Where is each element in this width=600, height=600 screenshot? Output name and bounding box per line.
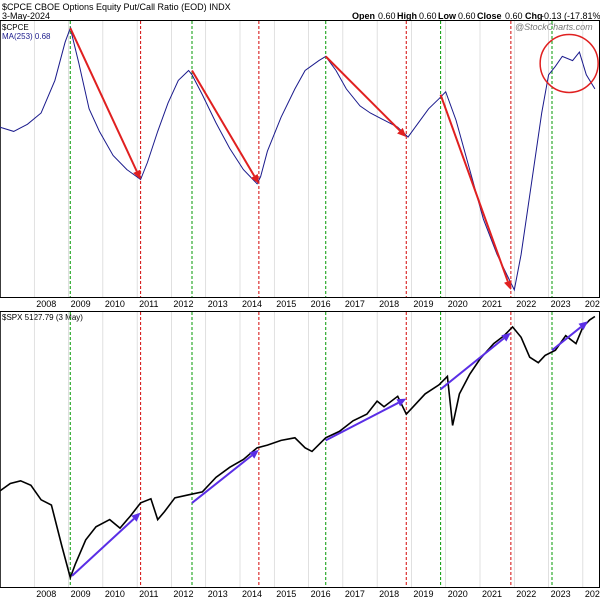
red-trend-arrow: [325, 55, 407, 138]
spx-x-tick-label: 2017: [345, 589, 365, 599]
open-label: Open: [352, 11, 375, 21]
ratio-x-tick-label: 2019: [413, 299, 433, 309]
spx-x-tick-label: 2013: [208, 589, 228, 599]
blue-trend-arrow-head: [396, 398, 407, 407]
open-value: 0.60: [378, 11, 396, 21]
spx-x-tick-label: 2014: [242, 589, 262, 599]
high-label: High: [397, 11, 417, 21]
red-trend-arrow-head: [250, 173, 259, 184]
ratio-x-tick-label: 2016: [311, 299, 331, 309]
ratio-x-tick-label: 2018: [379, 299, 399, 309]
ratio-x-tick-label: 2017: [345, 299, 365, 309]
spx-x-tick-label: 2008: [36, 589, 56, 599]
ratio-x-tick-label: 2022: [516, 299, 536, 309]
ratio-x-tick-label: 2010: [105, 299, 125, 309]
blue-trend-arrow: [325, 398, 407, 442]
blue-trend-arrow-head: [501, 332, 511, 342]
red-trend-arrow-shaft: [325, 55, 401, 132]
blue-trend-arrow-shaft: [439, 337, 505, 391]
ratio-x-tick-label: 2023: [551, 299, 571, 309]
watermark: @StockCharts.com: [515, 22, 593, 32]
spx-x-tick-label: 2016: [311, 589, 331, 599]
blue-trend-arrow-head: [131, 512, 141, 522]
spx-x-tick-label: 2011: [139, 589, 158, 599]
chg-label: Chg: [525, 11, 543, 21]
spx-x-tick-label: 2015: [276, 589, 296, 599]
red-trend-arrow: [439, 94, 512, 290]
blue-trend-arrow-head: [578, 321, 588, 331]
spx-x-tick-label: 2024: [585, 589, 600, 599]
blue-trend-arrow: [551, 321, 588, 352]
red-trend-arrow-shaft: [191, 70, 256, 177]
blue-trend-arrow-head: [249, 449, 259, 459]
low-label: Low: [438, 11, 457, 21]
spx-price-line: [0, 315, 596, 581]
spx-x-tick-label: 2019: [413, 589, 433, 599]
chart-date: 3-May-2024: [2, 11, 50, 21]
low-value: 0.60: [458, 11, 476, 21]
spx-x-tick-label: 2020: [448, 589, 468, 599]
spx-x-tick-label: 2010: [105, 589, 125, 599]
blue-trend-arrow-shaft: [551, 326, 582, 352]
ratio-x-tick-label: 2014: [242, 299, 262, 309]
spx-x-tick-label: 2012: [173, 589, 193, 599]
red-trend-arrow-shaft: [69, 27, 138, 172]
highlight-circle: [539, 33, 599, 94]
blue-trend-arrow: [71, 512, 141, 577]
spx-x-tick-label: 2023: [551, 589, 571, 599]
blue-trend-arrow-shaft: [71, 518, 135, 577]
ratio-x-tick-label: 2015: [276, 299, 296, 309]
ratio-x-tick-label: 2021: [482, 299, 502, 309]
chg-value: -0.13 (-17.81%): [541, 11, 600, 21]
spx-x-tick-label: 2022: [516, 589, 536, 599]
high-value: 0.60: [419, 11, 437, 21]
ratio-x-tick-label: 2024: [585, 299, 600, 309]
ma-legend: MA(253) 0.68: [2, 32, 51, 41]
spx-x-tick-label: 2018: [379, 589, 399, 599]
chart-title: $CPCE CBOE Options Equity Put/Call Ratio…: [2, 2, 231, 12]
red-trend-arrow-head: [397, 127, 407, 138]
ratio-x-tick-label: 2008: [36, 299, 56, 309]
blue-trend-arrow-shaft: [325, 401, 399, 442]
ratio-ma-line: [0, 26, 596, 292]
ratio-x-tick-label: 2012: [173, 299, 193, 309]
red-trend-arrow: [69, 27, 141, 180]
ratio-x-tick-label: 2009: [71, 299, 91, 309]
blue-trend-arrow: [191, 449, 259, 504]
ratio-panel: [0, 20, 600, 298]
blue-trend-arrow: [439, 332, 511, 391]
series-legend: $CPCE: [2, 23, 29, 32]
ratio-x-tick-label: 2011: [139, 299, 158, 309]
spx-panel: [0, 311, 600, 588]
ratio-x-tick-label: 2020: [448, 299, 468, 309]
blue-trend-arrow-shaft: [191, 454, 253, 504]
spx-x-tick-label: 2021: [482, 589, 502, 599]
spx-x-tick-label: 2009: [71, 589, 91, 599]
close-label: Close: [477, 11, 502, 21]
spx-legend: $SPX 5127.79 (3 May): [2, 313, 83, 322]
ohlc-readout: Open 0.60 High 0.60 Low 0.60 Close 0.60 …: [352, 11, 600, 21]
red-trend-arrow-shaft: [439, 94, 509, 282]
red-trend-arrow-head: [504, 280, 512, 290]
red-trend-arrow-head: [133, 169, 141, 180]
close-value: 0.60: [505, 11, 523, 21]
red-trend-arrow: [191, 70, 259, 184]
ratio-x-tick-label: 2013: [208, 299, 228, 309]
